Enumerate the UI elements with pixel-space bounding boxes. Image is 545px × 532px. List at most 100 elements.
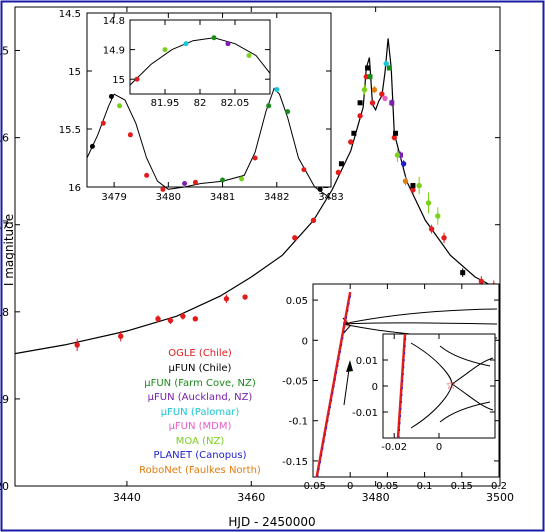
inset-peak-model-curve [86, 87, 332, 200]
main-plot: 3440 3460 3480 3500 15 16 17 18 19 20 HJD - 2450… [0, 6, 514, 529]
trajectory-arrow-head [346, 360, 353, 372]
data-point [348, 139, 354, 145]
data-point [317, 186, 323, 192]
inset-zoom-y-ticks: 14.8 14.9 15 [103, 16, 270, 86]
data-point [371, 87, 378, 93]
data-point [382, 95, 388, 102]
inset-caustic-y-tick-label: -0.1 [288, 417, 308, 428]
inset-zoom-y-tick-label: 14.9 [103, 46, 125, 57]
inset-caustic-plot: ☆ -0.05 0 0.05 0.1 0.15 0.2 0.050-0.05-0.1-0.… [282, 283, 507, 492]
legend-entry-robonet: RoboNet (Faulkes North) [139, 465, 261, 476]
data-point [400, 161, 407, 167]
data-point [425, 200, 432, 206]
data-point [361, 87, 368, 93]
inner-inset-x-ticks: -0.02 0 [381, 334, 442, 453]
x-axis-title: HJD - 2450000 [228, 515, 315, 529]
main-x-ticks: 3440 3460 3480 3500 [113, 7, 514, 504]
data-point [192, 179, 198, 185]
data-point [435, 213, 441, 219]
data-point [89, 143, 95, 149]
data-point [386, 65, 392, 71]
data-point [162, 47, 168, 53]
inner-trajectory-group [396, 333, 407, 439]
main-model-curve-group [14, 38, 501, 355]
main-x-tick-label: 3480 [362, 491, 390, 504]
data-point [108, 94, 114, 100]
main-y-tick-label: 15 [0, 45, 9, 58]
main-x-tick-label: 3440 [113, 491, 141, 504]
inset-caustic-x-tick-label: -0.05 [300, 481, 326, 492]
data-point [357, 100, 363, 106]
inset-zoom-model-curve [129, 37, 271, 86]
inset-peak-y-tick-label: 15.5 [59, 125, 81, 136]
data-point [389, 100, 395, 106]
inner-inset-y-tick-label: -0.01 [352, 408, 378, 419]
data-point [383, 60, 389, 67]
inset-peak-x-tick-label: 3480 [156, 192, 181, 203]
data-point [394, 152, 401, 158]
main-x-tick-label: 3500 [486, 491, 514, 504]
inner-inset-x-tick-label: -0.02 [381, 442, 407, 453]
legend-entry-ogle: OGLE (Chile) [168, 348, 232, 359]
data-point [220, 177, 226, 183]
inset-peak-x-tick-label: 3482 [264, 192, 289, 203]
data-point [118, 333, 124, 339]
inner-caustic-top-arc [439, 345, 491, 367]
data-point [416, 182, 422, 189]
main-y-tick-label: 18 [0, 306, 9, 319]
inset-peak-x-tick-label: 3483 [318, 192, 343, 203]
data-point [365, 65, 371, 71]
inset-zoom-x-tick-label: 82.05 [221, 98, 250, 109]
main-y-tick-label: 16 [0, 132, 9, 145]
inset-caustic-x-tick-label: 0.2 [491, 481, 507, 492]
inset-caustic-y-tick-label: 0 [302, 336, 308, 347]
data-point [367, 74, 373, 80]
data-point [410, 183, 416, 189]
inner-inset-x-tick-label: 0 [436, 442, 442, 453]
data-point [223, 296, 230, 302]
data-point [460, 270, 466, 276]
data-point [117, 103, 123, 109]
inset-caustic-y-tick-label: -0.05 [282, 377, 308, 388]
legend-entry-mufun-auckland: μFUN (Auckland, NZ) [148, 392, 253, 403]
inner-caustic-lower-wing [451, 383, 494, 411]
inset-peak-x-ticks: 3479 3480 3481 3482 3483 [101, 13, 344, 203]
data-point [74, 342, 80, 348]
data-point [127, 132, 133, 138]
data-point [301, 167, 307, 173]
inset-zoom-x-tick-label: 82 [194, 98, 207, 109]
data-point [310, 217, 317, 224]
legend-entry-planet: PLANET (Canopus) [153, 450, 246, 461]
inset-zoom-y-tick-label: 15 [112, 75, 125, 86]
inset-zoom-plot: 81.95 82 82.05 14.8 14.9 15 [103, 16, 271, 109]
legend-entry-mufun-chile: μFUN (Chile) [169, 363, 232, 374]
data-point [402, 178, 409, 184]
data-point [144, 172, 150, 178]
main-y-tick-label: 20 [0, 480, 9, 493]
data-point [357, 113, 363, 119]
data-point [160, 186, 166, 192]
data-point [410, 187, 416, 193]
y-axis-title: I magnitude [2, 214, 16, 286]
data-point [369, 100, 376, 106]
inset-peak-y-tick-label: 16 [68, 183, 81, 194]
main-data-points [74, 60, 497, 352]
data-point [252, 155, 258, 161]
legend-entry-mufun-farm-cove: μFUN (Farm Cove, NZ) [144, 378, 256, 389]
data-point [211, 35, 217, 41]
data-point [134, 76, 140, 82]
data-point [239, 176, 245, 182]
main-x-tick-label: 3460 [237, 491, 265, 504]
inset-peak-data-points [89, 87, 323, 192]
inset-peak-y-tick-label: 14.5 [59, 9, 81, 20]
inset-caustic-y-tick-label: -0.15 [282, 457, 308, 468]
legend-entry-moa: MOA (NZ) [176, 436, 225, 447]
inset-caustic-y-ticks: 0.05 0 -0.05 -0.1 -0.15 [282, 296, 499, 468]
inset-caustic-x-ticks: -0.05 0 0.05 0.1 0.15 0.2 [300, 284, 507, 492]
legend: OGLE (Chile) μFUN (Chile) μFUN (Farm Cov… [139, 348, 261, 476]
inset-zoom-model-curve-group [129, 37, 271, 86]
data-point [285, 109, 291, 115]
data-point [428, 226, 435, 232]
main-plot-area [14, 6, 501, 487]
